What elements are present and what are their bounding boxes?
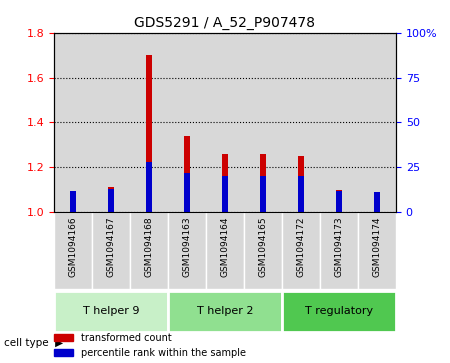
Bar [260,176,266,212]
Text: GSM1094165: GSM1094165 [258,216,267,277]
Bar [297,156,304,212]
FancyBboxPatch shape [283,291,396,332]
FancyBboxPatch shape [130,212,168,289]
Title: GDS5291 / A_52_P907478: GDS5291 / A_52_P907478 [135,16,315,30]
Bar [108,189,114,212]
Bar [206,33,244,212]
Text: GSM1094167: GSM1094167 [107,216,116,277]
FancyBboxPatch shape [282,212,320,289]
FancyBboxPatch shape [206,212,244,289]
Bar [221,154,229,212]
FancyBboxPatch shape [168,291,282,332]
Text: GSM1094164: GSM1094164 [220,216,230,277]
Bar [70,194,76,212]
Bar [221,176,229,212]
Bar [374,199,380,212]
Bar [260,154,266,212]
Legend: transformed count, percentile rank within the sample: transformed count, percentile rank withi… [50,329,250,362]
FancyBboxPatch shape [92,212,130,289]
Text: GSM1094166: GSM1094166 [68,216,77,277]
Bar [184,173,190,212]
Text: GSM1094173: GSM1094173 [334,216,343,277]
Text: GSM1094174: GSM1094174 [373,216,382,277]
Bar [70,191,76,212]
Bar [130,33,168,212]
Bar [168,33,206,212]
Bar [108,187,114,212]
Bar [282,33,320,212]
Text: GSM1094163: GSM1094163 [183,216,192,277]
Bar [297,176,304,212]
Bar [358,33,396,212]
Bar [184,136,190,212]
FancyBboxPatch shape [244,212,282,289]
Bar [244,33,282,212]
Bar [146,55,153,212]
FancyBboxPatch shape [358,212,396,289]
Bar [374,192,380,212]
Text: GSM1094172: GSM1094172 [297,216,306,277]
Text: T helper 9: T helper 9 [83,306,139,315]
FancyBboxPatch shape [54,291,167,332]
Bar [92,33,130,212]
Bar [336,190,342,212]
Text: T regulatory: T regulatory [305,306,373,315]
FancyBboxPatch shape [168,212,206,289]
Bar [146,162,153,212]
Text: cell type  ▶: cell type ▶ [4,338,63,348]
Text: GSM1094168: GSM1094168 [144,216,153,277]
FancyBboxPatch shape [54,212,92,289]
Bar [54,33,92,212]
FancyBboxPatch shape [320,212,358,289]
Bar [320,33,358,212]
Text: T helper 2: T helper 2 [197,306,253,315]
Bar [336,191,342,212]
